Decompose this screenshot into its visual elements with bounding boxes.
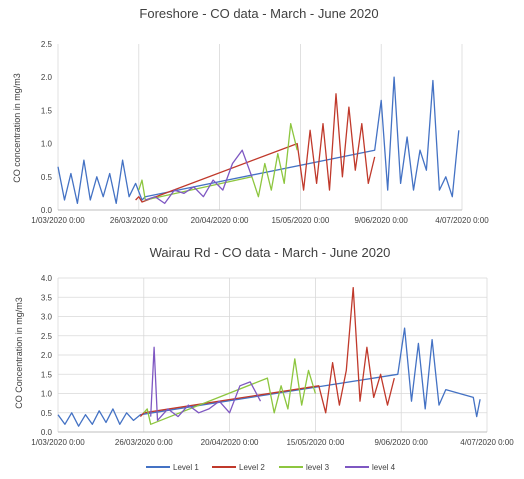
y-tick-label: 0.5 xyxy=(41,409,53,418)
y-tick-label: 3.0 xyxy=(41,313,53,322)
legend-label-level-2: Level 2 xyxy=(239,463,265,472)
series-line-level-1 xyxy=(57,76,460,205)
y-axis-label-foreshore: CO concentration in mg/m3 xyxy=(12,73,22,183)
legend-item-level-3: level 3 xyxy=(279,463,330,472)
series-line-level-2 xyxy=(139,286,395,418)
x-tick-label: 9/06/2020 0:00 xyxy=(375,438,429,447)
x-tick-label: 4/07/2020 0:00 xyxy=(435,216,489,225)
x-tick-label: 20/04/2020 0:00 xyxy=(201,438,259,447)
y-tick-label: 0.0 xyxy=(41,206,53,215)
x-tick-label: 1/03/2020 0:00 xyxy=(31,438,85,447)
y-tick-label: 2.0 xyxy=(41,351,53,360)
y-tick-label: 1.5 xyxy=(41,370,53,379)
y-tick-label: 1.5 xyxy=(41,106,53,115)
x-tick-label: 15/05/2020 0:00 xyxy=(271,216,329,225)
chart-title-foreshore: Foreshore - CO data - March - June 2020 xyxy=(139,6,378,21)
legend: Level 1 Level 2 level 3 level 4 xyxy=(146,463,396,472)
legend-item-level-2: Level 2 xyxy=(212,463,265,472)
y-tick-label: 2.5 xyxy=(41,332,53,341)
chart-title-wairau: Wairau Rd - CO data - March - June 2020 xyxy=(150,245,391,260)
series-line-level-2 xyxy=(135,93,376,203)
y-tick-label: 4.0 xyxy=(41,274,53,283)
y-tick-label: 1.0 xyxy=(41,390,53,399)
y-tick-label: 2.0 xyxy=(41,73,53,82)
series-line-level-3 xyxy=(143,358,317,425)
x-tick-label: 20/04/2020 0:00 xyxy=(191,216,249,225)
legend-label-level-4: level 4 xyxy=(372,463,396,472)
y-tick-label: 1.0 xyxy=(41,140,53,149)
y-tick-label: 3.5 xyxy=(41,293,53,302)
series-line-level-4 xyxy=(150,346,262,422)
legend-item-level-4: level 4 xyxy=(345,463,396,472)
plot-area-foreshore: 0.0 0.5 1.0 1.5 2.0 2.5 1/03/2020 0:00 26/03/20… xyxy=(31,40,489,225)
series-line-level-1 xyxy=(57,327,481,427)
x-tick-label: 26/03/2020 0:00 xyxy=(110,216,168,225)
y-axis-label-wairau: CO Concentration in mg/m3 xyxy=(14,297,24,409)
x-tick-label: 9/06/2020 0:00 xyxy=(355,216,409,225)
legend-label-level-1: Level 1 xyxy=(173,463,199,472)
plot-area-wairau: 0.0 0.5 1.0 1.5 2.0 2.5 3.0 3.5 4.0 1/03/2020 0:0… xyxy=(31,274,514,447)
x-tick-label: 4/07/2020 0:00 xyxy=(460,438,514,447)
legend-label-level-3: level 3 xyxy=(306,463,330,472)
series-line-level-4 xyxy=(145,149,253,205)
legend-item-level-1: Level 1 xyxy=(146,463,199,472)
y-tick-label: 2.5 xyxy=(41,40,53,49)
y-tick-label: 0.5 xyxy=(41,173,53,182)
x-tick-label: 1/03/2020 0:00 xyxy=(31,216,85,225)
chart-wairau: Wairau Rd - CO data - March - June 2020 … xyxy=(14,245,514,447)
y-tick-label: 0.0 xyxy=(41,428,53,437)
series-line-level-3 xyxy=(138,123,298,201)
x-tick-label: 26/03/2020 0:00 xyxy=(115,438,173,447)
x-tick-label: 15/05/2020 0:00 xyxy=(286,438,344,447)
chart-foreshore: Foreshore - CO data - March - June 2020 … xyxy=(12,6,489,225)
